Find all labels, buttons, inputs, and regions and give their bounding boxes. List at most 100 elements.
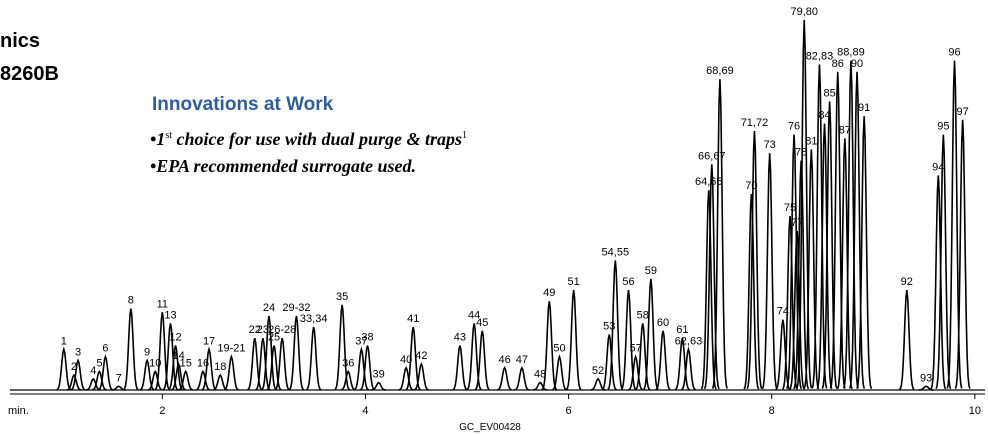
peak — [532, 381, 548, 391]
peak-label: 36 — [342, 358, 354, 370]
peak-label: 91 — [858, 102, 870, 114]
peak-label: 14 — [172, 350, 184, 362]
peak-label: 7 — [116, 372, 122, 384]
peak — [918, 385, 934, 391]
peak — [334, 304, 350, 391]
peak-label: 41 — [407, 313, 419, 325]
peak-label: 29-32 — [282, 302, 310, 314]
x-tick-label: 10 — [969, 405, 981, 417]
peak-label: 61 — [676, 324, 688, 336]
peak — [946, 60, 963, 389]
peak-label: 79,80 — [790, 6, 818, 18]
peak-label: 42 — [415, 350, 427, 362]
peak-label: 3 — [75, 346, 81, 358]
peak-label: 47 — [516, 354, 528, 366]
peak-label: 48 — [534, 369, 546, 381]
peak-label: 57 — [630, 343, 642, 355]
peak — [66, 373, 82, 391]
peak-label: 74 — [777, 306, 789, 318]
peak — [56, 346, 72, 391]
peak-label: 59 — [645, 265, 657, 277]
peak — [111, 385, 126, 391]
peak — [452, 345, 468, 391]
peak — [201, 346, 217, 391]
peak — [413, 362, 429, 391]
peak-label: 64,65 — [695, 176, 723, 188]
peak-label: 81 — [805, 136, 817, 148]
peak — [353, 346, 369, 391]
x-tick-label: 4 — [362, 405, 368, 417]
peak-label: 76 — [788, 121, 800, 133]
peak — [97, 354, 113, 391]
peak-label: 39 — [373, 369, 385, 381]
peak-label: 88,89 — [837, 47, 865, 59]
peak — [147, 369, 163, 391]
peak-label: 60 — [657, 317, 669, 329]
peak-label: 58 — [637, 309, 649, 321]
heading: Innovations at Work — [152, 94, 334, 115]
peak-label: 52 — [592, 365, 604, 377]
peak-label: 8 — [128, 295, 134, 307]
bullet: •EPA recommended surrogate used. — [150, 156, 416, 176]
peak — [743, 193, 760, 390]
title-line: 8260B — [0, 63, 59, 85]
peak-label: 44 — [468, 309, 480, 321]
peak — [789, 230, 806, 390]
peak-label: 97 — [957, 106, 969, 118]
peak-label: 40 — [400, 354, 412, 366]
peak — [91, 369, 107, 391]
peak-label: 49 — [543, 287, 555, 299]
peak — [340, 369, 356, 391]
peak — [497, 366, 513, 391]
peak — [359, 345, 376, 391]
peak-label: 78 — [795, 147, 807, 159]
peak-label: 96 — [948, 47, 960, 59]
peak-label: 9 — [144, 346, 150, 358]
peak — [466, 323, 482, 391]
peak — [620, 290, 637, 391]
peak-label: 12 — [169, 332, 181, 344]
peak — [261, 315, 277, 391]
peak — [935, 134, 952, 390]
peak — [514, 366, 530, 391]
peak-label: 13 — [164, 309, 176, 321]
peak — [700, 190, 717, 390]
peak — [154, 312, 171, 391]
peak — [829, 71, 846, 389]
peak-label: 68,69 — [706, 65, 734, 77]
peak-label: 51 — [568, 276, 580, 288]
peak-label: 17 — [203, 335, 215, 347]
peak — [954, 119, 971, 389]
peak-label: 90 — [851, 58, 863, 70]
peak-label: 22 — [249, 324, 261, 336]
peak — [796, 19, 813, 389]
bullet-part: •1 — [150, 129, 165, 149]
peak — [898, 290, 915, 391]
peak-label: 24 — [263, 302, 275, 314]
peak — [782, 216, 798, 390]
peak-label: 94 — [932, 161, 944, 173]
peak — [123, 308, 139, 391]
peak-label: 23 — [257, 324, 269, 336]
peak — [842, 60, 859, 389]
x-tick-label: 6 — [566, 405, 572, 417]
peak — [212, 373, 228, 391]
peak — [703, 164, 720, 390]
peak-label: 73 — [764, 139, 776, 151]
peak — [398, 366, 414, 391]
peak — [849, 71, 866, 389]
peak-label: 62,63 — [675, 335, 703, 347]
peak — [274, 338, 290, 391]
peak-label: 86 — [832, 58, 844, 70]
peak — [541, 301, 558, 391]
superscript: 1 — [462, 130, 467, 141]
peak — [565, 290, 582, 391]
peak — [628, 354, 644, 391]
x-tick-label: 2 — [159, 405, 165, 417]
peak — [255, 338, 271, 391]
peak-label: 35 — [336, 291, 348, 303]
bullet-part: choice for use with dual purge & traps — [172, 129, 462, 149]
peak-label: 82,83 — [806, 50, 834, 62]
peak — [680, 346, 697, 391]
peak — [195, 369, 211, 391]
